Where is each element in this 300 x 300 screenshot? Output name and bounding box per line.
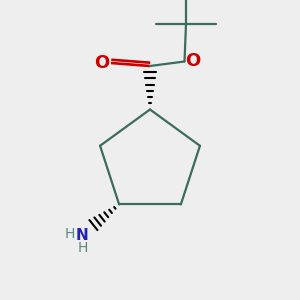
Text: N: N (75, 229, 88, 244)
Text: H: H (77, 241, 88, 255)
Text: H: H (65, 226, 75, 241)
Text: O: O (185, 52, 200, 70)
Text: O: O (94, 54, 109, 72)
